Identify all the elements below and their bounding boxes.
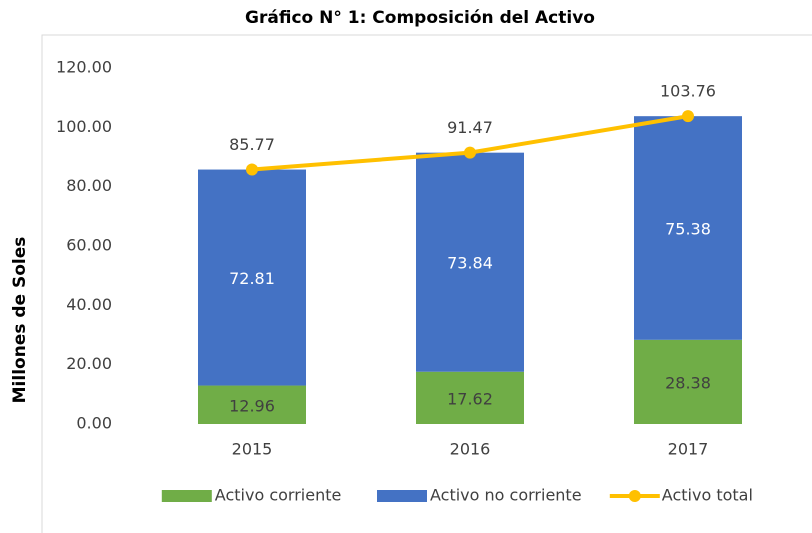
bar-segment <box>198 385 306 424</box>
y-tick-label: 80.00 <box>66 176 112 195</box>
line-marker <box>682 110 694 123</box>
y-axis-label: Millones de Soles <box>10 237 30 404</box>
data-label: 17.62 <box>447 389 493 408</box>
bar-segment <box>198 169 306 386</box>
data-label: 85.77 <box>229 135 275 154</box>
data-label: 73.84 <box>447 254 493 273</box>
chart-frame <box>41 34 812 533</box>
legend-swatch <box>161 490 212 502</box>
legend-label: Activo total <box>662 486 753 505</box>
data-label: 72.81 <box>229 269 275 288</box>
line-marker <box>246 163 258 176</box>
x-tick-label: 2017 <box>668 440 709 459</box>
bar-segment <box>416 152 524 372</box>
y-tick-label: 20.00 <box>66 354 112 373</box>
y-tick-label: 100.00 <box>56 117 112 136</box>
x-tick-label: 2015 <box>232 440 273 459</box>
data-label: 103.76 <box>660 82 716 101</box>
legend-label: Activo no corriente <box>430 486 582 505</box>
data-label: 75.38 <box>665 219 711 238</box>
legend-label: Activo corriente <box>215 486 342 505</box>
y-tick-label: 40.00 <box>66 295 112 314</box>
data-label: 91.47 <box>447 118 493 137</box>
legend-swatch <box>377 490 427 502</box>
data-label: 28.38 <box>665 373 711 392</box>
bar-segment <box>634 116 742 340</box>
legend-swatch <box>628 490 641 502</box>
chart-title: Gráfico N° 1: Composición del Activo <box>245 8 595 28</box>
line-marker <box>464 146 476 159</box>
y-tick-label: 60.00 <box>66 236 112 255</box>
data-label: 12.96 <box>229 396 275 415</box>
y-tick-label: 0.00 <box>76 414 112 433</box>
x-tick-label: 2016 <box>450 440 491 459</box>
bar-segment <box>416 371 524 424</box>
y-tick-label: 120.00 <box>56 58 112 77</box>
bar-segment <box>634 339 742 424</box>
